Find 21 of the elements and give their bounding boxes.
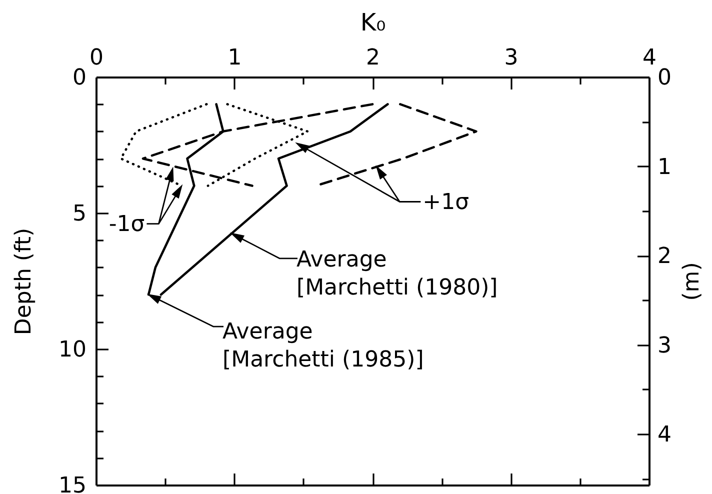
x-tick-label: 2	[366, 46, 380, 70]
annotation: Average [Marchetti (1985)]	[222, 320, 424, 373]
x-tick-label: 1	[228, 46, 242, 70]
y2-tick-label: 2	[658, 244, 672, 270]
y2-tick-label: 4	[658, 422, 672, 448]
y-tick-label: 10	[58, 338, 86, 362]
y-tick-label: 5	[72, 202, 86, 226]
x-tick-label: 3	[504, 46, 518, 70]
y2-tick-label: 3	[658, 333, 672, 358]
annotation: Average [Marchetti (1980)]	[296, 247, 498, 300]
x-tick-label: 4	[642, 46, 656, 70]
x-axis-title: K₀	[360, 8, 386, 36]
x-tick-label: 0	[90, 46, 104, 70]
y2-tick-label: 0	[658, 66, 672, 90]
y2-tick-label: 1	[658, 154, 672, 180]
y-tick-label: 15	[58, 474, 86, 494]
annotation: -1σ	[108, 212, 145, 237]
y-tick-label: 0	[72, 66, 86, 90]
annotation: +1σ	[422, 190, 470, 215]
y2-axis-title: (m)	[679, 262, 704, 301]
y-axis-title: Depth (ft)	[12, 228, 37, 336]
